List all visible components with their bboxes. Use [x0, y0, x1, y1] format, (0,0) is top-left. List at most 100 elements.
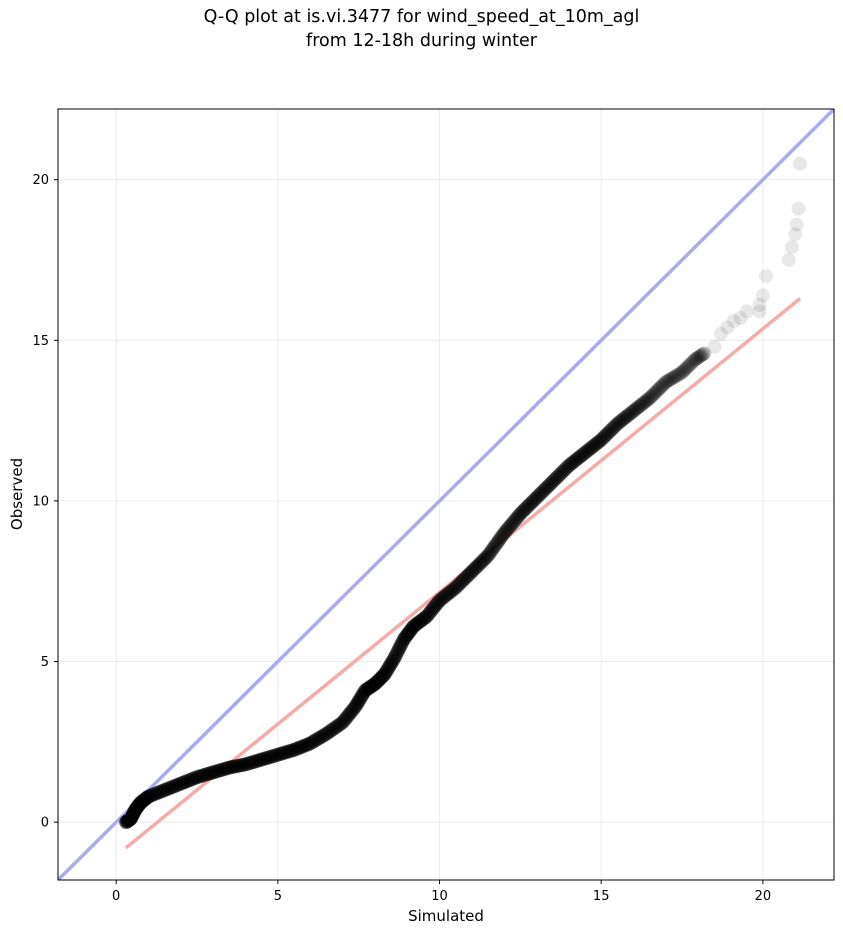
quantile-point	[198, 767, 213, 782]
tail-point	[752, 297, 767, 312]
quantile-point	[177, 775, 192, 790]
quantile-point	[192, 769, 207, 784]
quantile-point	[173, 776, 188, 791]
quantile-point	[436, 590, 451, 605]
quantile-point	[384, 656, 399, 671]
quantile-point	[487, 539, 502, 554]
quantile-point	[264, 749, 279, 764]
quantile-point	[165, 779, 180, 794]
quantile-point	[122, 812, 137, 827]
quantile-point	[464, 564, 479, 579]
quantile-point	[600, 426, 615, 441]
quantile-point	[501, 521, 516, 536]
quantile-point	[412, 615, 427, 630]
quantile-point	[385, 654, 400, 669]
quantile-point	[568, 453, 583, 468]
quantile-point	[337, 712, 352, 727]
quantile-point	[304, 735, 319, 750]
quantile-point	[354, 690, 369, 705]
quantile-point	[677, 363, 692, 378]
quantile-point	[661, 373, 676, 388]
quantile-point	[176, 775, 191, 790]
quantile-point	[319, 726, 334, 741]
quantile-point	[687, 352, 702, 367]
quantile-point	[573, 448, 588, 463]
quantile-point	[200, 766, 215, 781]
tail-point	[733, 310, 748, 325]
quantile-point	[216, 762, 231, 777]
quantile-point	[437, 589, 452, 604]
quantile-point	[536, 484, 551, 499]
quantile-point	[144, 788, 159, 803]
quantile-point	[625, 405, 640, 420]
quantile-point	[140, 790, 155, 805]
quantile-point	[459, 569, 474, 584]
quantile-point	[125, 807, 140, 822]
quantile-point	[430, 596, 445, 611]
quantile-point	[510, 509, 525, 524]
quantile-point	[690, 350, 705, 365]
quantile-point	[383, 658, 398, 673]
quantile-point	[123, 811, 138, 826]
quantile-point	[526, 493, 541, 508]
tail-point	[720, 320, 735, 335]
quantile-point	[145, 787, 160, 802]
quantile-point	[377, 667, 392, 682]
quantile-point	[257, 751, 272, 766]
quantile-point	[387, 651, 402, 666]
quantile-point	[167, 779, 182, 794]
quantile-point	[660, 374, 675, 389]
quantile-point	[532, 488, 547, 503]
quantile-point	[138, 792, 153, 807]
quantile-point	[241, 756, 256, 771]
quantile-point	[122, 813, 137, 828]
quantile-point	[353, 691, 368, 706]
quantile-point	[662, 372, 677, 387]
quantile-point	[303, 736, 318, 751]
quantile-point	[388, 648, 403, 663]
quantile-point	[369, 675, 384, 690]
quantile-point	[120, 814, 135, 829]
quantile-point	[363, 680, 378, 695]
quantile-point	[210, 764, 225, 779]
quantile-point	[124, 809, 139, 824]
quantile-point	[133, 796, 148, 811]
quantile-point	[580, 443, 595, 458]
y-tick-label: 15	[32, 334, 49, 349]
quantile-point	[256, 752, 271, 767]
quantile-point	[618, 410, 633, 425]
quantile-point	[361, 681, 376, 696]
quantile-point	[332, 717, 347, 732]
tail-point	[784, 240, 799, 255]
quantile-point	[689, 351, 704, 366]
quantile-point	[552, 467, 567, 482]
quantile-point	[549, 470, 564, 485]
quantile-point	[214, 762, 229, 777]
plot-frame	[57, 108, 835, 881]
quantile-point	[416, 611, 431, 626]
quantile-point	[444, 583, 459, 598]
quantile-point	[470, 559, 485, 574]
quantile-point	[296, 739, 311, 754]
quantile-point	[545, 474, 560, 489]
quantile-point	[368, 676, 383, 691]
quantile-point	[391, 643, 406, 658]
chart-subtitle: from 12-18h during winter	[306, 31, 537, 51]
quantile-point	[541, 478, 556, 493]
quantile-point	[513, 506, 528, 521]
quantile-point	[120, 813, 135, 828]
quantile-point	[518, 501, 533, 516]
quantile-point	[212, 763, 227, 778]
y-tick-label: 20	[32, 173, 49, 188]
quantile-point	[281, 744, 296, 759]
quantile-point	[696, 346, 711, 361]
quantile-point	[131, 799, 146, 814]
quantile-point	[456, 572, 471, 587]
quantile-point	[395, 635, 410, 650]
quantile-point	[360, 681, 375, 696]
quantile-point	[692, 349, 707, 364]
quantile-point	[697, 346, 712, 361]
quantile-point	[386, 652, 401, 667]
tail-point	[755, 288, 770, 303]
quantile-point	[571, 451, 586, 466]
